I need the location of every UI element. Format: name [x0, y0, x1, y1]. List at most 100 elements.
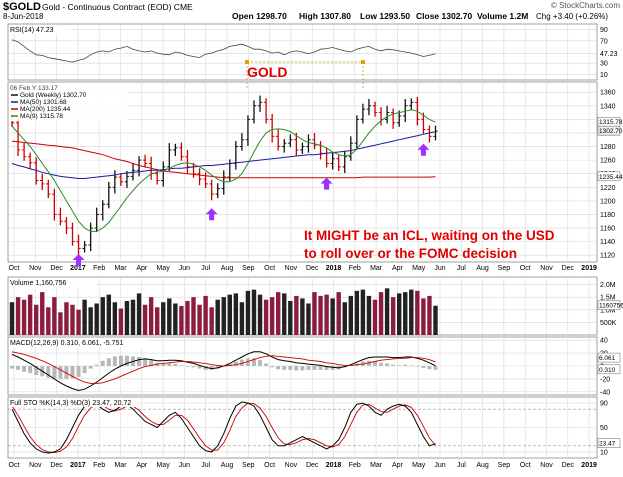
volume-bar	[372, 299, 378, 335]
macd-histogram-bar	[427, 366, 432, 370]
volume-bar	[76, 309, 81, 335]
volume-bar	[409, 289, 414, 335]
macd-histogram-bar	[397, 365, 402, 366]
volume-bar	[360, 289, 366, 335]
stochastic-panel: 90 50 10 Full STO %K(14,3) %D(3) 23.47, 20.…	[7, 396, 621, 469]
macd-histogram-bar	[179, 365, 184, 366]
volume-bar	[269, 297, 275, 335]
volume-bar	[124, 300, 130, 335]
change-value: Chg +3.40 (+0.26%)	[536, 12, 608, 21]
open-value: Open 1298.70	[232, 11, 287, 21]
bottom-x-label: Aug	[476, 462, 489, 469]
price-x-label: Aug	[476, 265, 489, 272]
price-tick-label: 1180	[600, 212, 615, 219]
bottom-x-label: Dec	[562, 462, 575, 469]
volume-bar	[203, 295, 208, 335]
price-frame	[7, 81, 598, 263]
price-tick-label: 1340	[600, 103, 616, 110]
macd-histogram-bar	[58, 366, 63, 379]
volume-bar	[185, 300, 190, 335]
macd-histogram-bar	[70, 366, 75, 379]
rsi-tick-label: 90	[600, 27, 608, 34]
macd-signal-line	[11, 351, 436, 384]
macd-legend-bg	[9, 338, 147, 347]
volume-bar	[130, 299, 136, 335]
ma200-line	[11, 140, 436, 179]
price-x-label: May	[156, 265, 170, 272]
gold-marker-dot	[245, 60, 249, 64]
macd-histogram-bar	[22, 366, 27, 372]
volume-bar	[403, 292, 408, 335]
price-legend-entry: MA(200) 1235.44	[20, 106, 71, 113]
price-legend-bg	[9, 83, 129, 121]
macd-histogram-bar	[76, 366, 81, 377]
volume-bar	[142, 304, 148, 335]
volume-bar	[136, 293, 142, 335]
bottom-x-label: Oct	[9, 462, 20, 469]
volume-bar	[148, 297, 154, 335]
volume-bar	[155, 307, 160, 335]
price-x-label: Oct	[9, 265, 20, 272]
price-x-label: 2019	[581, 265, 597, 272]
watermark: © StockCharts.com	[551, 1, 620, 10]
volume-bar	[330, 298, 335, 335]
macd-histogram-bar	[252, 358, 256, 366]
volume-bar	[46, 307, 51, 335]
bottom-x-label: Nov	[540, 462, 553, 469]
volume-panel: 2.0M 1.5M 1.0M 500K Volume 1,160,756 1160756	[7, 276, 623, 336]
price-legend-entry: MA(9) 1315.78	[20, 113, 63, 120]
volume-legend-bg	[9, 278, 97, 287]
volume-bar	[70, 304, 75, 335]
macd-histogram-bar	[300, 366, 305, 371]
bottom-x-label: Jul	[457, 462, 466, 469]
volume-bar	[427, 295, 432, 335]
price-x-label: 2018	[326, 265, 342, 272]
macd-histogram-bar	[433, 366, 438, 370]
price-tick-label: 1360	[600, 90, 616, 97]
volume-bar	[227, 294, 232, 335]
volume-bar	[288, 300, 293, 335]
stochastic-legend-bg	[9, 398, 137, 407]
macd-histogram-bar	[10, 366, 14, 369]
price-x-label: Dec	[562, 265, 575, 272]
volume-bar	[318, 295, 323, 335]
macd-histogram-bar	[245, 358, 250, 366]
price-right-label: 1235.44	[599, 174, 623, 181]
macd-histogram-bar	[149, 360, 154, 366]
price-tick-label: 1140	[600, 239, 615, 246]
price-x-label: Sep	[242, 265, 255, 272]
bottom-x-label: Dec	[50, 462, 63, 469]
bottom-x-label: Nov	[29, 462, 42, 469]
volume-bar	[251, 289, 257, 335]
rsi-tick-label: 10	[600, 72, 608, 79]
volume-bar	[294, 295, 299, 335]
price-legend-top: 06 Feb Y 133.17	[10, 85, 58, 92]
price-right-label: 1315.78	[599, 119, 623, 126]
volume-bar	[312, 292, 317, 335]
volume-bar	[282, 293, 287, 335]
volume-bar	[366, 295, 372, 335]
volume-bar	[306, 303, 311, 335]
price-tick-label: 1120	[600, 253, 615, 260]
macd-histogram-bar	[270, 366, 275, 368]
macd-histogram-bar	[415, 366, 420, 367]
volume-bar	[9, 302, 15, 335]
volume-bar	[112, 302, 118, 335]
volume-bar	[433, 305, 438, 335]
volume-bar	[173, 303, 178, 335]
volume-bar	[27, 294, 33, 335]
instrument-name: Gold - Continuous Contract (EOD) CME	[42, 2, 193, 12]
macd-tick-label: -20	[600, 376, 610, 383]
price-x-label: Feb	[349, 265, 361, 272]
macd-histogram-bar	[143, 358, 148, 366]
price-x-label: Nov	[540, 265, 553, 272]
macd-histogram-bar	[209, 366, 214, 370]
volume-bar	[179, 306, 184, 335]
volume-bar	[106, 294, 111, 335]
volume-bar	[421, 298, 426, 335]
macd-tick-label: 40	[600, 338, 608, 345]
macd-histogram-bar	[82, 366, 87, 374]
macd-histogram-bar	[46, 366, 51, 378]
bottom-x-label: Sep	[498, 462, 511, 469]
